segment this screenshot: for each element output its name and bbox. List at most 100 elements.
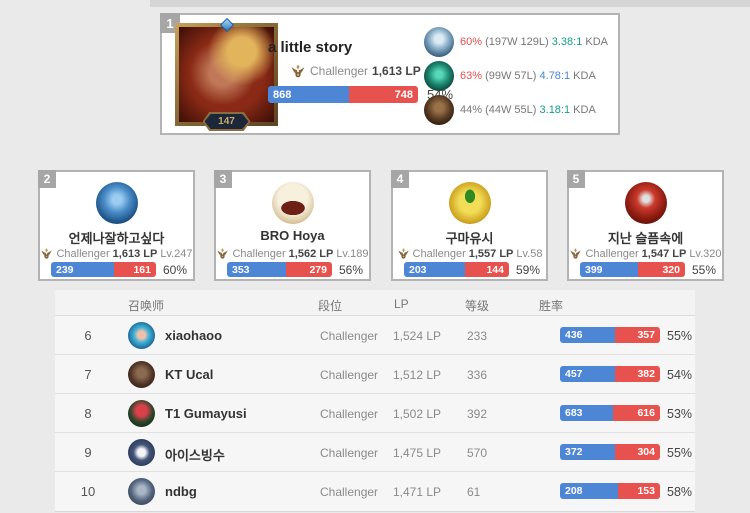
table-row[interactable]: 6 xiaohaoo Challenger 1,524 LP 233 436 3… — [55, 316, 695, 355]
challenger-crest-icon — [41, 248, 53, 259]
lp-value: 1,613 LP — [112, 247, 158, 260]
champion-stat-row: 63% (99W 57L) 4.78:1 KDA — [424, 61, 608, 91]
rank1-card[interactable]: 1 147 a little story Challenger 1,613 LP… — [160, 13, 620, 135]
losses-count: 161 — [133, 263, 151, 276]
losses-count: 320 — [662, 263, 680, 276]
tier-label: Challenger — [232, 247, 286, 260]
winloss-section: 203 144 59% — [404, 262, 540, 277]
summoner-name[interactable]: a little story — [268, 39, 353, 56]
challenger-crest-icon — [397, 248, 409, 259]
losses-segment: 153 — [617, 483, 660, 499]
leaderboard-table: 召唤师 段位 LP 等级 胜率 6 xiaohaoo Challenger 1,… — [55, 290, 695, 512]
summoner-name[interactable]: T1 Gumayusi — [165, 406, 247, 421]
rank1-avatar-frame[interactable]: 147 — [175, 17, 278, 131]
tier-line: Challenger 1,613 LP — [290, 63, 421, 79]
losses-segment: 144 — [465, 262, 509, 277]
lp-value: 1,562 LP — [288, 247, 334, 260]
wins-count: 457 — [565, 368, 583, 380]
wins-count: 372 — [565, 446, 583, 458]
summoner-name[interactable]: xiaohaoo — [165, 328, 223, 343]
winloss-section: 868 748 54% — [268, 86, 453, 103]
rank-cell: 8 — [84, 406, 92, 421]
winrate-value: 55% — [667, 329, 693, 343]
lp-value: 1,547 LP — [641, 247, 687, 260]
wins-segment: 203 — [404, 262, 466, 277]
level-value: Lv.247 — [160, 247, 193, 260]
losses-count: 748 — [394, 88, 413, 101]
champion-icon[interactable] — [424, 27, 454, 57]
tier-label: Challenger — [310, 64, 369, 78]
table-row[interactable]: 10 ndbg Challenger 1,471 LP 61 208 153 5… — [55, 472, 695, 511]
challenger-crest-icon — [291, 64, 305, 78]
summoner-avatar[interactable] — [95, 182, 138, 224]
level-cell: 570 — [467, 446, 488, 460]
tier-cell: Challenger — [320, 368, 379, 382]
tier-label: Challenger — [412, 247, 466, 260]
summoner-avatar[interactable] — [128, 322, 155, 349]
summoner-avatar[interactable] — [271, 182, 314, 224]
wins-count: 208 — [565, 485, 583, 497]
summoner-avatar[interactable] — [128, 400, 155, 427]
tier-label: Challenger — [585, 247, 639, 260]
rank5-card[interactable]: 5 지난 슬픔속에 Challenger 1,547 LP Lv.320 399… — [567, 170, 724, 281]
winloss-bar: 868 748 — [268, 86, 418, 103]
rank-cell: 7 — [84, 367, 92, 382]
header-lp: LP — [394, 297, 409, 311]
winrate-value: 60% — [163, 262, 188, 277]
champ-kda: 3.38:1 — [551, 36, 583, 48]
losses-segment: 279 — [285, 262, 332, 277]
champion-icon[interactable] — [424, 61, 454, 91]
level-value: Lv.58 — [516, 247, 543, 260]
summoner-name[interactable]: 구마유시 — [445, 231, 494, 246]
lp-cell: 1,524 LP — [393, 329, 442, 343]
champion-stats-list: 60% (197W 129L) 3.38:1 KDA 63% (99W 57L)… — [424, 27, 608, 129]
wins-segment: 457 — [560, 366, 615, 382]
losses-count: 304 — [637, 446, 655, 458]
champ-record: (44W 55L) — [485, 104, 537, 116]
rank-badge: 4 — [391, 170, 409, 188]
table-row[interactable]: 8 T1 Gumayusi Challenger 1,502 LP 392 68… — [55, 394, 695, 433]
wins-segment: 399 — [580, 262, 639, 277]
wins-segment: 683 — [560, 405, 613, 421]
summoner-avatar[interactable] — [128, 478, 155, 505]
summoner-avatar[interactable] — [128, 439, 155, 466]
champ-kda-label: KDA — [585, 36, 609, 48]
summoner-name[interactable]: 언제나잘하고싶다 — [68, 231, 165, 246]
champ-record: (197W 129L) — [485, 36, 549, 48]
wins-count: 868 — [273, 88, 292, 101]
summoner-name[interactable]: 지난 슬픔속에 — [607, 231, 684, 246]
table-header: 召唤师 段位 LP 等级 胜率 — [55, 290, 695, 316]
table-row[interactable]: 7 KT Ucal Challenger 1,512 LP 336 457 38… — [55, 355, 695, 394]
summoner-avatar[interactable] — [128, 361, 155, 388]
wins-segment: 353 — [227, 262, 286, 277]
champion-stat-row: 60% (197W 129L) 3.38:1 KDA — [424, 27, 608, 57]
summoner-name[interactable]: ndbg — [165, 484, 197, 499]
summoner-avatar[interactable] — [448, 182, 491, 224]
tier-cell: Challenger — [320, 407, 379, 421]
rank3-card[interactable]: 3 BRO Hoya Challenger 1,562 LP Lv.189 35… — [214, 170, 371, 281]
champ-kda-label: KDA — [573, 104, 596, 116]
summoner-name[interactable]: BRO Hoya — [260, 228, 325, 243]
losses-segment: 304 — [615, 444, 660, 460]
tier-line: Challenger 1,613 LP Lv.247 — [40, 247, 193, 260]
rank4-card[interactable]: 4 구마유시 Challenger 1,557 LP Lv.58 203 144… — [391, 170, 548, 281]
losses-segment: 161 — [113, 262, 156, 277]
winrate-value: 55% — [667, 446, 693, 460]
winloss-bar: 372 304 — [560, 444, 660, 460]
tier-line: Challenger 1,547 LP Lv.320 — [569, 247, 722, 260]
summoner-name[interactable]: 아이스빙수 — [165, 448, 225, 463]
summoner-avatar[interactable] — [624, 182, 667, 224]
rank2-card[interactable]: 2 언제나잘하고싶다 Challenger 1,613 LP Lv.247 23… — [38, 170, 195, 281]
wins-segment: 868 — [268, 86, 349, 103]
losses-count: 382 — [637, 368, 655, 380]
lp-cell: 1,471 LP — [393, 485, 442, 499]
winloss-bar: 208 153 — [560, 483, 660, 499]
table-row[interactable]: 9 아이스빙수 Challenger 1,475 LP 570 372 304 … — [55, 433, 695, 472]
winrate-value: 56% — [339, 262, 364, 277]
winrate-value: 54% — [667, 368, 693, 382]
champion-icon[interactable] — [424, 95, 454, 125]
winrate-value: 53% — [667, 407, 693, 421]
wins-segment: 436 — [560, 327, 615, 343]
summoner-name[interactable]: KT Ucal — [165, 367, 214, 382]
